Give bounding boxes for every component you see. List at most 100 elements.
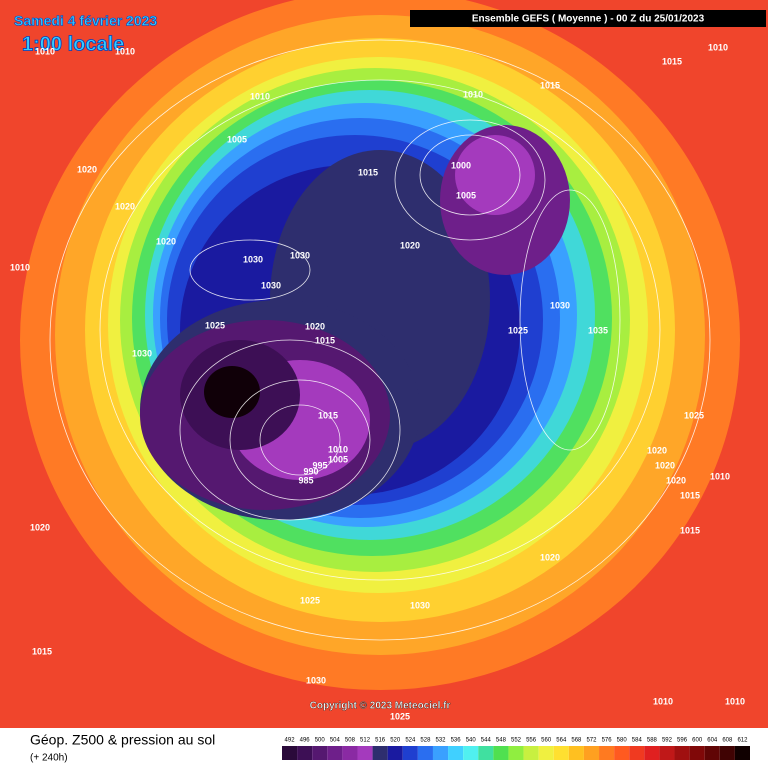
colorbar-swatch <box>417 746 433 760</box>
isobar-label: 1005 <box>456 190 476 200</box>
colorbar-label: 552 <box>511 738 522 744</box>
isobar-label: 1015 <box>680 490 700 500</box>
isobar-label: 1020 <box>540 552 560 562</box>
isobars <box>49 39 711 641</box>
isobar-label: 1010 <box>708 42 728 52</box>
isobar-label: 1030 <box>550 300 570 310</box>
colorbar-swatch <box>629 746 645 760</box>
colorbar-label: 556 <box>526 738 537 744</box>
forecast-time: 1:00 locale <box>22 33 124 55</box>
isobar-label: 1030 <box>306 675 326 685</box>
colorbar-label: 548 <box>496 738 507 744</box>
isobar-label: 1025 <box>390 711 410 721</box>
colorbar-label: 496 <box>300 738 311 744</box>
colorbar-swatch <box>282 746 298 760</box>
isobar-label: 1025 <box>684 410 704 420</box>
colorbar-swatch <box>327 746 343 760</box>
isobar-label: 1020 <box>666 475 686 485</box>
colorbar-swatch <box>463 746 479 760</box>
footer-lead: (+ 240h) <box>30 753 68 764</box>
isobar-label: 1005 <box>227 134 247 144</box>
colorbar-swatch <box>312 746 328 760</box>
colorbar-swatch <box>523 746 539 760</box>
copyright: Copyright © 2023 Meteociel.fr <box>310 701 451 712</box>
isobar-label: 1015 <box>680 525 700 535</box>
colorbar-label: 572 <box>586 738 597 744</box>
isobar-label: 1005 <box>328 454 348 464</box>
colorbar-swatch <box>493 746 509 760</box>
isobar-label: 1030 <box>243 254 263 264</box>
isobar-label: 1025 <box>205 320 225 330</box>
colorbar-label: 568 <box>571 738 582 744</box>
isobar-label: 1020 <box>115 201 135 211</box>
colorbar-label: 492 <box>285 738 296 744</box>
colorbar-label: 504 <box>330 738 341 744</box>
isobar-label: 1030 <box>261 280 281 290</box>
colorbar: 492 496 500 504 508 512 516 520 524 528 532 536 540 5… <box>282 738 750 760</box>
isobar-label: 1010 <box>35 46 55 56</box>
isobar-label: 1010 <box>725 696 745 706</box>
isobar-label: 1015 <box>662 56 682 66</box>
colorbar-label: 560 <box>541 738 552 744</box>
colorbar-swatch <box>342 746 358 760</box>
isobar-label: 1020 <box>156 236 176 246</box>
colorbar-swatch <box>704 746 720 760</box>
colorbar-swatch <box>297 746 313 760</box>
run-info: Ensemble GEFS ( Moyenne ) - 00 Z du 25/0… <box>472 14 705 25</box>
colorbar-swatch <box>402 746 418 760</box>
isobar-label: 1015 <box>540 80 560 90</box>
isobar-label: 1010 <box>115 46 135 56</box>
colorbar-label: 520 <box>390 738 401 744</box>
colorbar-swatch <box>583 746 600 760</box>
colorbar-swatch <box>674 746 690 760</box>
isobar-label: 995 <box>312 460 327 470</box>
colorbar-swatch <box>689 746 705 760</box>
colorbar-label: 588 <box>647 738 658 744</box>
isobar-label: 1020 <box>30 522 50 532</box>
isobar-label: 1015 <box>358 167 378 177</box>
forecast-date: Samedi 4 février 2023 <box>14 13 157 29</box>
colorbar-label: 532 <box>436 738 447 744</box>
colorbar-label: 544 <box>481 738 492 744</box>
isobar-label: 1020 <box>77 164 97 174</box>
isobar-label: 1035 <box>588 325 608 335</box>
isobar-label: 1020 <box>647 445 667 455</box>
colorbar-swatch <box>478 746 494 760</box>
geopotential-field <box>20 0 740 690</box>
colorbar-label: 516 <box>375 738 386 744</box>
isobar-label: 1010 <box>710 471 730 481</box>
isobar-label: 1010 <box>10 262 30 272</box>
colorbar-label: 612 <box>737 738 748 744</box>
colorbar-swatch <box>357 746 373 760</box>
colorbar-swatch <box>553 746 569 760</box>
isobar-label: 1020 <box>655 460 675 470</box>
colorbar-label: 580 <box>617 738 628 744</box>
colorbar-label: 528 <box>420 738 431 744</box>
colorbar-swatch <box>448 746 464 760</box>
isobar-label: 1015 <box>318 410 338 420</box>
colorbar-label: 540 <box>466 738 477 744</box>
colorbar-swatch <box>538 746 554 760</box>
isobar-label: 1010 <box>328 444 348 454</box>
colorbar-swatch <box>614 746 630 760</box>
colorbar-label: 500 <box>315 738 326 744</box>
isobar-label: 985 <box>298 475 313 485</box>
colorbar-swatch <box>508 746 524 760</box>
colorbar-label: 564 <box>556 738 567 744</box>
isobar-label: 1000 <box>451 160 471 170</box>
isobar-label: 1010 <box>250 91 270 101</box>
isobar-label: 1010 <box>463 89 483 99</box>
colorbar-swatch <box>734 746 750 760</box>
isobar-label: 1020 <box>400 240 420 250</box>
colorbar-swatch <box>387 746 403 760</box>
colorbar-swatch <box>432 746 449 760</box>
isobar-label: 1030 <box>410 600 430 610</box>
isobar-labels: 1010 1010 1010 1015 1010 1010 1015 1005 1000 1020… <box>10 42 745 721</box>
colorbar-label: 536 <box>451 738 462 744</box>
colorbar-swatch <box>719 746 735 760</box>
colorbar-label: 524 <box>405 738 416 744</box>
colorbar-swatch <box>599 746 615 760</box>
isobar-label: 1025 <box>508 325 528 335</box>
